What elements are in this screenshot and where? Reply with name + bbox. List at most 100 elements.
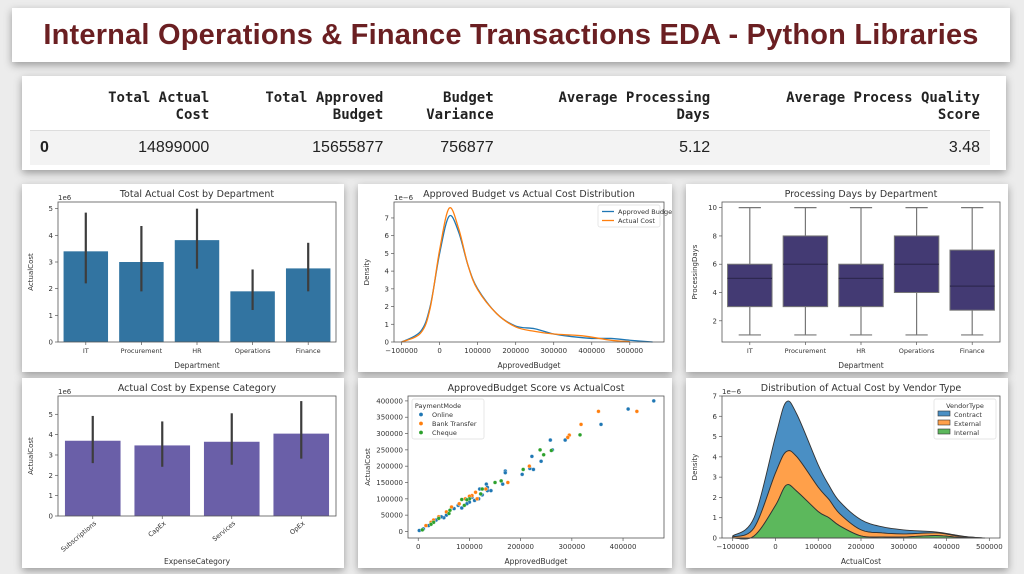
y-axis-label: Density [691, 454, 699, 481]
y-tick-label: 0 [49, 339, 53, 347]
x-tick-label: 200000 [507, 543, 534, 551]
x-tick-label: 300000 [890, 543, 917, 551]
box-procurement [782, 235, 829, 308]
series-line-approved-budget [401, 214, 653, 343]
box-hr [838, 263, 884, 308]
scatter-point-cheque [462, 503, 467, 508]
y-tick-label: 350000 [376, 414, 403, 422]
scatter-point-online [503, 470, 508, 475]
x-tick-label: 400000 [578, 347, 605, 355]
x-tick-label: 100000 [456, 543, 483, 551]
x-tick-label: 0 [437, 347, 441, 355]
x-axis-label: ApprovedBudget [505, 557, 568, 566]
scatter-point-cheque [492, 480, 498, 485]
column-header-total-actual-cost: Total Actual Cost [108, 90, 210, 123]
table-header-row: Total Actual Cost Total Approved Budget … [30, 86, 990, 131]
column-header-avg-quality-score: Average Process Quality Score [786, 90, 980, 123]
y-tick-label: 2 [713, 317, 717, 325]
y-tick-label: 0 [49, 513, 53, 521]
y-tick-label: 1 [713, 514, 717, 522]
y-tick-label: 1 [49, 312, 53, 320]
y-tick-label: 0 [385, 339, 389, 347]
y-tick-label: 100000 [376, 495, 403, 503]
scatter-point-cheque [577, 432, 583, 437]
y-tick-label: 6 [385, 232, 390, 240]
x-tick-label: −100000 [385, 347, 418, 355]
scatter-point-online [548, 438, 553, 443]
series-line-actual-cost [401, 207, 630, 343]
x-tick-label: 300000 [558, 543, 585, 551]
scatter-point-bank-transfer [449, 504, 454, 510]
x-tick-label: Operations [235, 347, 271, 355]
y-tick-label: 7 [713, 393, 717, 401]
scatter-point-bank-transfer [527, 464, 532, 469]
chart-panel-budget-vs-cost-distribution: Approved Budget vs Actual Cost Distribut… [358, 184, 672, 372]
y-tick-label: 3 [49, 451, 53, 459]
x-tick-label: 500000 [616, 347, 643, 355]
scatter-point-cheque [478, 491, 483, 496]
scatter-point-bank-transfer [475, 496, 480, 501]
scatter-point-online [500, 482, 505, 487]
plot-marks [63, 208, 331, 342]
legend-swatch-internal [937, 428, 951, 435]
column-header-index [30, 86, 66, 131]
x-axis-label: ApprovedBudget [498, 361, 561, 370]
scatter-point-cheque [549, 448, 554, 453]
axis-offset-label: 1e6 [58, 388, 72, 396]
scatter-point-cheque [538, 447, 543, 452]
scatter-point-cheque [436, 516, 441, 521]
legend-swatch-external [937, 419, 951, 426]
x-tick-label: Procurement [785, 347, 827, 355]
table-row: 0 14899000 15655877 756877 5.12 3.48 [30, 130, 990, 165]
summary-table-card: Total Actual Cost Total Approved Budget … [22, 76, 1006, 170]
plot-frame [407, 395, 665, 539]
axis-offset-label: 1e−6 [722, 388, 742, 396]
y-tick-label: 6 [713, 413, 718, 421]
y-tick-label: 5 [713, 433, 717, 441]
axis-offset-label: 1e6 [58, 194, 72, 202]
legend-label-actual-cost: Actual Cost [618, 217, 655, 225]
legend-label-internal: Internal [954, 429, 979, 437]
x-tick-label: 300000 [540, 347, 567, 355]
x-tick-label: 200000 [848, 543, 875, 551]
legend-box [597, 204, 661, 228]
scatter-point-bank-transfer [596, 409, 601, 414]
y-tick-label: 3 [49, 259, 53, 267]
y-tick-label: 300000 [376, 430, 403, 438]
chart-budget-vs-cost-distribution: Approved Budget vs Actual Cost Distribut… [363, 189, 672, 370]
chart-panel-cost-by-vendor-type: Distribution of Actual Cost by Vendor Ty… [686, 378, 1008, 568]
chart-cost-by-department: Total Actual Cost by Department 1e6 Depart… [27, 189, 337, 370]
y-tick-label: 5 [385, 250, 389, 258]
y-tick-label: 1 [385, 321, 389, 329]
scatter-point-cheque [447, 508, 453, 513]
y-axis-label: ActualCost [27, 437, 35, 475]
legend-label-approved-budget: Approved Budget [618, 208, 672, 216]
column-header-budget-variance: Budget Variance [426, 90, 494, 123]
y-tick-label: 250000 [376, 446, 403, 454]
column-header-total-approved-budget: Total Approved Budget [265, 90, 384, 123]
x-tick-label: Operations [899, 347, 935, 355]
chart-cost-by-expense-category: Actual Cost by Expense Category 1e6 Expens… [27, 383, 337, 566]
y-axis-label: ActualCost [27, 253, 35, 291]
scatter-point-bank-transfer [473, 490, 478, 495]
box-it [727, 263, 773, 308]
y-tick-label: 5 [49, 411, 53, 419]
legend-label-external: External [954, 420, 981, 428]
scatter-point-cheque [521, 467, 526, 472]
plot-frame [393, 201, 665, 343]
row-index: 0 [30, 130, 67, 165]
y-tick-label: 4 [713, 453, 718, 461]
scatter-point-online [520, 472, 525, 477]
scatter-point-online [531, 467, 536, 472]
legend-swatch-cheque [419, 430, 423, 435]
chart-panel-cost-by-expense-category: Actual Cost by Expense Category 1e6 Expens… [22, 378, 344, 568]
x-tick-label: Procurement [121, 347, 163, 355]
y-tick-label: 6 [713, 261, 718, 269]
legend-label-contract: Contract [954, 411, 982, 419]
chart-title: Total Actual Cost by Department [119, 189, 275, 200]
x-axis-label: ActualCost [841, 557, 881, 566]
x-tick-label: HR [856, 347, 866, 355]
y-tick-label: 1 [49, 492, 53, 500]
